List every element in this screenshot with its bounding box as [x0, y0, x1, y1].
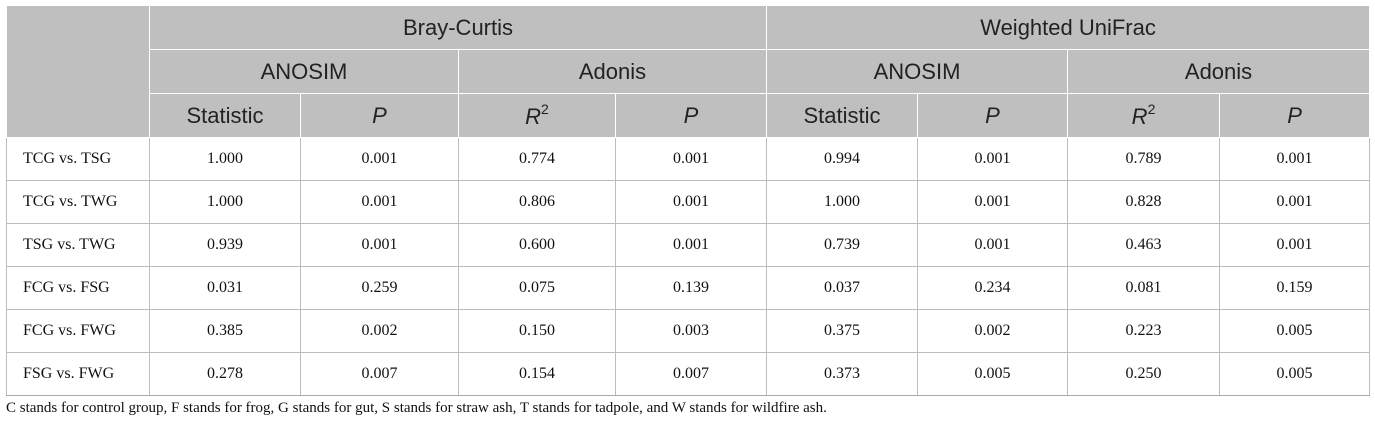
comparison-label: FSG vs. FWG — [6, 352, 150, 396]
wu-adonis-r2: 0.081 — [1067, 266, 1221, 310]
wu-adonis-p: 0.001 — [1219, 180, 1371, 224]
wu-anosim-p: 0.001 — [917, 180, 1069, 224]
r-superscript: 2 — [541, 101, 549, 117]
bc-adonis-r2: 0.774 — [458, 137, 616, 181]
bc-adonis-r2: 0.075 — [458, 266, 616, 310]
header-anosim: ANOSIM — [766, 49, 1069, 94]
comparison-label: TSG vs. TWG — [6, 223, 150, 267]
bc-adonis-p: 0.001 — [614, 223, 768, 267]
wu-adonis-p: 0.001 — [1219, 137, 1371, 181]
bc-adonis-p: 0.003 — [614, 309, 768, 353]
wu-anosim-p: 0.001 — [917, 223, 1069, 267]
wu-adonis-p: 0.005 — [1219, 352, 1371, 396]
bc-adonis-p: 0.139 — [614, 266, 768, 310]
comparison-label: TCG vs. TWG — [6, 180, 150, 224]
bc-anosim-statistic: 1.000 — [149, 137, 301, 181]
header-statistic: Statistic — [766, 93, 919, 138]
r-symbol: R — [1131, 104, 1148, 129]
results-table: Bray-Curtis Weighted UniFrac ANOSIM Adon… — [6, 6, 1371, 396]
header-bray-curtis: Bray-Curtis — [148, 6, 768, 50]
header-weighted-unifrac: Weighted UniFrac — [766, 6, 1371, 50]
wu-adonis-p: 0.001 — [1219, 223, 1371, 267]
table-row: FCG vs. FSG 0.031 0.259 0.075 0.139 0.03… — [6, 266, 1371, 310]
wu-anosim-statistic: 1.000 — [766, 180, 919, 224]
table-body: TCG vs. TSG 1.000 0.001 0.774 0.001 0.99… — [6, 137, 1371, 396]
wu-anosim-statistic: 0.375 — [766, 309, 919, 353]
wu-anosim-statistic: 0.037 — [766, 266, 919, 310]
header-corner — [6, 6, 150, 138]
wu-adonis-r2: 0.250 — [1067, 352, 1221, 396]
header-p: P — [300, 93, 459, 138]
wu-anosim-p: 0.005 — [917, 352, 1069, 396]
bc-anosim-statistic: 0.031 — [149, 266, 301, 310]
bc-anosim-p: 0.001 — [300, 223, 459, 267]
header-r-squared: R2 — [458, 93, 616, 138]
bc-adonis-r2: 0.806 — [458, 180, 616, 224]
table-footnote: C stands for control group, F stands for… — [6, 400, 827, 416]
wu-anosim-statistic: 0.994 — [766, 137, 919, 181]
bc-anosim-p: 0.002 — [300, 309, 459, 353]
header-statistic: Statistic — [149, 93, 301, 138]
wu-adonis-p: 0.159 — [1219, 266, 1371, 310]
header-adonis: Adonis — [457, 49, 768, 94]
header-adonis: Adonis — [1067, 49, 1371, 94]
comparison-label: TCG vs. TSG — [6, 137, 150, 181]
wu-anosim-statistic: 0.739 — [766, 223, 919, 267]
bc-anosim-p: 0.001 — [300, 180, 459, 224]
table-header: Bray-Curtis Weighted UniFrac ANOSIM Adon… — [6, 6, 1371, 138]
table-row: TCG vs. TWG 1.000 0.001 0.806 0.001 1.00… — [6, 180, 1371, 224]
table-row: FCG vs. FWG 0.385 0.002 0.150 0.003 0.37… — [6, 309, 1371, 353]
bc-adonis-r2: 0.150 — [458, 309, 616, 353]
bc-anosim-statistic: 1.000 — [149, 180, 301, 224]
bc-anosim-statistic: 0.939 — [149, 223, 301, 267]
bc-adonis-p: 0.001 — [614, 180, 768, 224]
bc-anosim-statistic: 0.385 — [149, 309, 301, 353]
bc-adonis-r2: 0.600 — [458, 223, 616, 267]
bc-anosim-p: 0.001 — [300, 137, 459, 181]
comparison-label: FCG vs. FWG — [6, 309, 150, 353]
wu-anosim-p: 0.002 — [917, 309, 1069, 353]
wu-adonis-r2: 0.463 — [1067, 223, 1221, 267]
bc-adonis-p: 0.007 — [614, 352, 768, 396]
bc-anosim-statistic: 0.278 — [149, 352, 301, 396]
wu-anosim-p: 0.234 — [917, 266, 1069, 310]
table-row: FSG vs. FWG 0.278 0.007 0.154 0.007 0.37… — [6, 352, 1371, 396]
wu-adonis-p: 0.005 — [1219, 309, 1371, 353]
wu-adonis-r2: 0.828 — [1067, 180, 1221, 224]
header-r-squared: R2 — [1067, 93, 1221, 138]
bc-anosim-p: 0.007 — [300, 352, 459, 396]
wu-anosim-p: 0.001 — [917, 137, 1069, 181]
table-row: TCG vs. TSG 1.000 0.001 0.774 0.001 0.99… — [6, 137, 1371, 181]
wu-adonis-r2: 0.223 — [1067, 309, 1221, 353]
header-p: P — [1219, 93, 1371, 138]
r-superscript: 2 — [1147, 101, 1156, 117]
r-symbol: R — [525, 104, 542, 129]
wu-anosim-statistic: 0.373 — [766, 352, 919, 396]
bc-anosim-p: 0.259 — [300, 266, 459, 310]
bc-adonis-p: 0.001 — [614, 137, 768, 181]
bc-adonis-r2: 0.154 — [458, 352, 616, 396]
table-row: TSG vs. TWG 0.939 0.001 0.600 0.001 0.73… — [6, 223, 1371, 267]
header-p: P — [917, 93, 1069, 138]
header-p: P — [614, 93, 768, 138]
wu-adonis-r2: 0.789 — [1067, 137, 1221, 181]
header-anosim: ANOSIM — [149, 49, 459, 94]
comparison-label: FCG vs. FSG — [6, 266, 150, 310]
